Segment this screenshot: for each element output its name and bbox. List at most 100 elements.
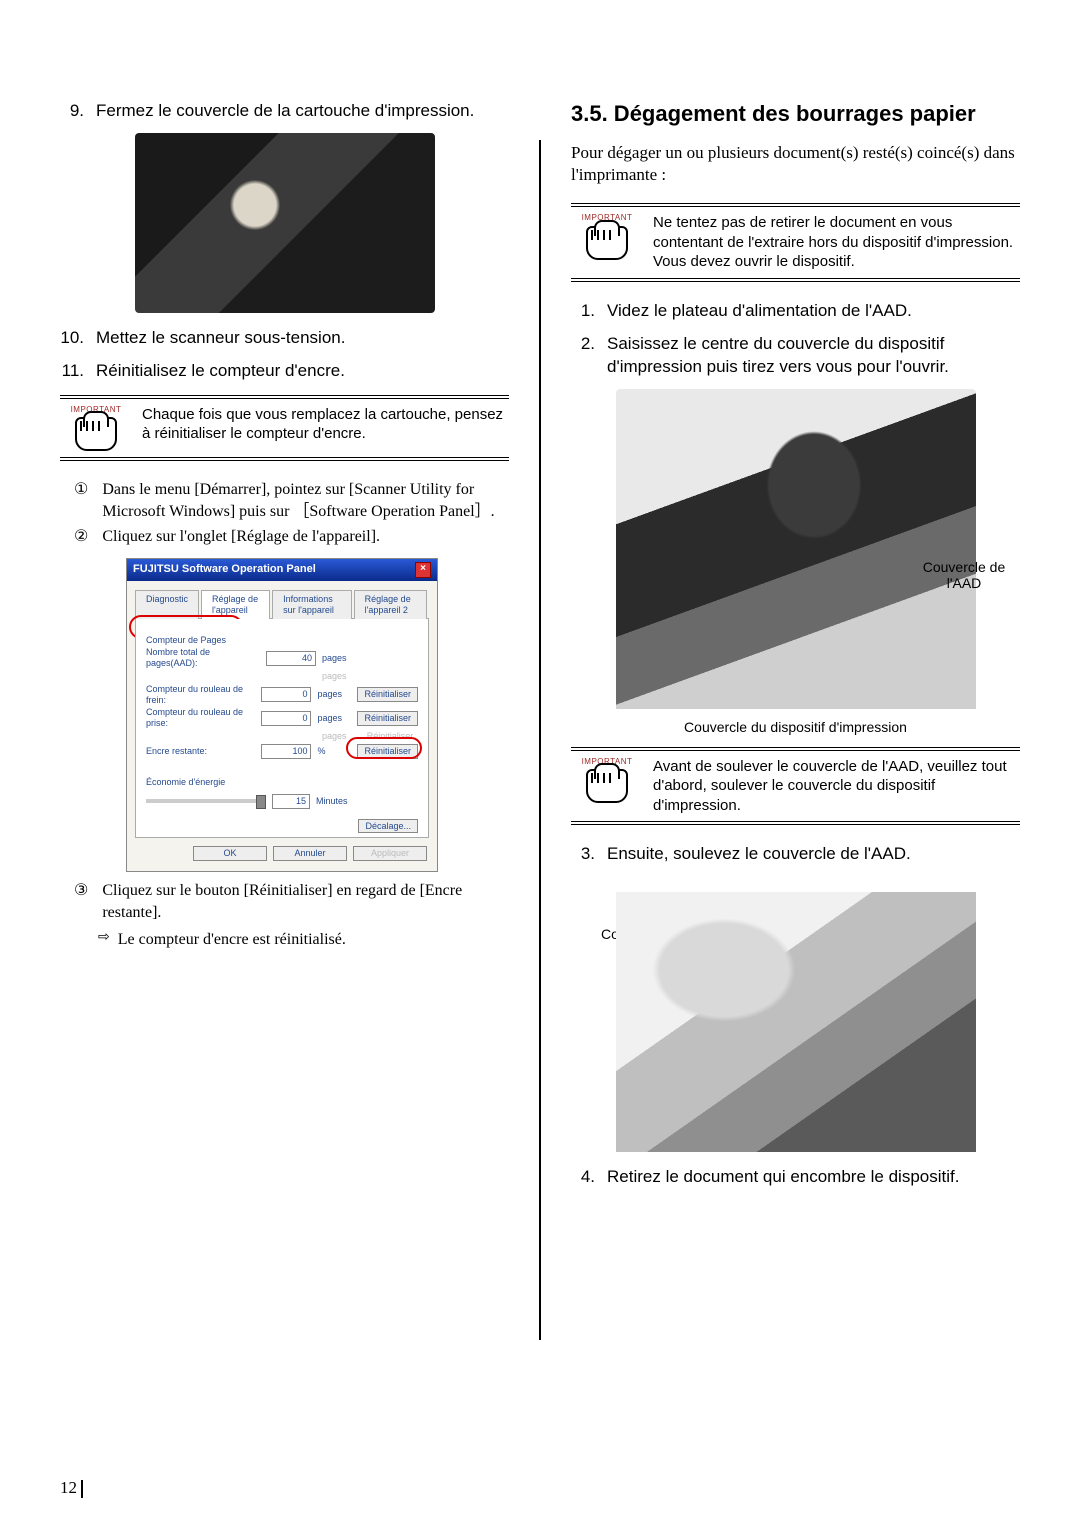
left-column: 9. Fermez le couvercle de la cartouche d… [60, 100, 509, 1340]
dialog-title-text: FUJITSU Software Operation Panel [133, 563, 316, 576]
right-step-2-text: Saisissez le centre du couvercle du disp… [607, 333, 1020, 379]
step-9-number: 9. [60, 100, 84, 123]
dialog-footer-buttons: OK Annuler Appliquer [127, 846, 437, 871]
substep-3: ③ Cliquez sur le bouton [Réinitialiser] … [74, 880, 509, 923]
hand-icon [75, 417, 117, 451]
row-brake-roller-label: Compteur du rouleau de frein: [146, 684, 255, 706]
dialog-titlebar: FUJITSU Software Operation Panel × [127, 559, 437, 581]
important-label-r1: IMPORTANT [571, 213, 643, 259]
important-note-left: IMPORTANT Chaque fois que vous remplacez… [60, 395, 509, 461]
dialog-software-operation-panel: FUJITSU Software Operation Panel × Diagn… [126, 558, 438, 872]
important-note-right-1: IMPORTANT Ne tentez pas de retirer le do… [571, 203, 1020, 282]
right-step-2-number: 2. [571, 333, 595, 379]
figure-3-wrap: Couvercle de l'AAD Couvercle du disposit… [571, 892, 1020, 1152]
photo-lift-aad [616, 892, 976, 1152]
important-text-r1: Ne tentez pas de retirer le document en … [653, 213, 1020, 272]
photo-close-cover [135, 133, 435, 313]
tab-info-appareil[interactable]: Informations sur l'appareil [272, 590, 351, 619]
right-step-4-text: Retirez le document qui encombre le disp… [607, 1166, 1020, 1189]
unit-percent: % [317, 746, 351, 757]
page-number-value: 12 [60, 1478, 77, 1497]
unit-pages-1: pages [322, 653, 356, 664]
row-total-pages-value: 40 [266, 651, 316, 666]
photo-open-imprinter [616, 389, 976, 709]
reset-button-ink[interactable]: Réinitialiser [357, 744, 418, 759]
columns: 9. Fermez le couvercle de la cartouche d… [60, 100, 1020, 1340]
cancel-button[interactable]: Annuler [273, 846, 347, 861]
dialog-tabs: Diagnostic Réglage de l'appareil Informa… [135, 589, 429, 619]
reset-button-1[interactable]: Réinitialiser [357, 687, 418, 702]
right-step-2: 2. Saisissez le centre du couvercle du d… [571, 333, 1020, 379]
substep-1-text: Dans le menu [Démarrer], pointez sur [Sc… [102, 479, 509, 522]
row-total-pages: Nombre total de pages(AAD): 40 pages [146, 647, 418, 669]
row-pick-roller-label: Compteur du rouleau de prise: [146, 707, 255, 729]
substeps-after-dialog: ③ Cliquez sur le bouton [Réinitialiser] … [74, 880, 509, 951]
tab-diagnostic[interactable]: Diagnostic [135, 590, 199, 619]
result-row: ⇨ Le compteur d'encre est réinitialisé. [98, 929, 509, 951]
row-pick-roller: Compteur du rouleau de prise: 0 pages Ré… [146, 707, 418, 729]
energy-value: 15 [272, 794, 310, 809]
caption-imprinter-cover: Couvercle du dispositif d'impression [571, 719, 1020, 735]
substep-1: ① Dans le menu [Démarrer], pointez sur [… [74, 479, 509, 522]
step-9-text: Fermez le couvercle de la cartouche d'im… [96, 100, 509, 123]
tab-reglage-appareil-2[interactable]: Réglage de l'appareil 2 [354, 590, 427, 619]
substep-2-text: Cliquez sur l'onglet [Réglage de l'appar… [102, 526, 380, 548]
apply-button[interactable]: Appliquer [353, 846, 427, 861]
step-11: 11. Réinitialisez le compteur d'encre. [60, 360, 509, 383]
right-step-1-number: 1. [571, 300, 595, 323]
hand-icon [586, 226, 628, 260]
row-pick-roller-value: 0 [261, 711, 311, 726]
reset-grey: Réinitialiser [362, 731, 418, 742]
important-label: IMPORTANT [60, 405, 132, 451]
row-blank-2: pages Réinitialiser [146, 731, 418, 742]
dialog-body: Compteur de Pages Nombre total de pages(… [135, 619, 429, 839]
row-brake-roller: Compteur du rouleau de frein: 0 pages Ré… [146, 684, 418, 706]
caption-aad-cover: Couvercle de l'AAD [904, 559, 1024, 591]
intro-paragraph: Pour dégager un ou plusieurs document(s)… [571, 142, 1020, 188]
unit-pages-grey-1: pages [322, 671, 356, 682]
result-arrow-icon: ⇨ [98, 929, 110, 951]
row-ink-remaining-value: 100 [261, 744, 311, 759]
row-total-pages-label: Nombre total de pages(AAD): [146, 647, 260, 669]
right-step-3-text: Ensuite, soulevez le couvercle de l'AAD. [607, 843, 1020, 866]
right-column: 3.5. Dégagement des bourrages papier Pou… [571, 100, 1020, 1340]
substep-3-mark: ③ [74, 880, 88, 923]
step-10-text: Mettez le scanneur sous-tension. [96, 327, 509, 350]
section-counters-label: Compteur de Pages [146, 635, 418, 646]
energy-unit: Minutes [316, 796, 348, 807]
right-step-1-text: Videz le plateau d'alimentation de l'AAD… [607, 300, 1020, 323]
section-heading: 3.5. Dégagement des bourrages papier [571, 100, 1020, 128]
step-10-number: 10. [60, 327, 84, 350]
right-step-4: 4. Retirez le document qui encombre le d… [571, 1166, 1020, 1189]
row-ink-remaining: Encre restante: 100 % Réinitialiser [146, 744, 418, 759]
step-9: 9. Fermez le couvercle de la cartouche d… [60, 100, 509, 123]
substep-3-text: Cliquez sur le bouton [Réinitialiser] en… [102, 880, 509, 923]
important-text-r2: Avant de soulever le couvercle de l'AAD,… [653, 757, 1020, 816]
row-energy: 15 Minutes [146, 789, 418, 813]
ok-button[interactable]: OK [193, 846, 267, 861]
substep-2: ② Cliquez sur l'onglet [Réglage de l'app… [74, 526, 509, 548]
column-divider [539, 140, 541, 1340]
unit-pages-grey-2: pages [322, 731, 356, 742]
row-brake-roller-value: 0 [261, 687, 311, 702]
important-note-right-2: IMPORTANT Avant de soulever le couvercle… [571, 747, 1020, 826]
important-label-r2: IMPORTANT [571, 757, 643, 803]
hand-icon [586, 769, 628, 803]
page-number: 12 [60, 1478, 89, 1498]
figure-2-wrap: Couvercle de l'AAD Couvercle du disposit… [571, 389, 1020, 735]
right-step-1: 1. Videz le plateau d'alimentation de l'… [571, 300, 1020, 323]
substep-1-mark: ① [74, 479, 88, 522]
right-step-3: 3. Ensuite, soulevez le couvercle de l'A… [571, 843, 1020, 866]
step-11-text: Réinitialisez le compteur d'encre. [96, 360, 509, 383]
offset-button[interactable]: Décalage... [358, 819, 418, 833]
close-icon[interactable]: × [415, 562, 431, 578]
row-ink-remaining-label: Encre restante: [146, 746, 255, 757]
section-energy-label: Économie d'énergie [146, 777, 418, 788]
row-blank-1: pages [146, 671, 418, 682]
substeps: ① Dans le menu [Démarrer], pointez sur [… [74, 479, 509, 548]
unit-pages-3: pages [317, 713, 351, 724]
result-text: Le compteur d'encre est réinitialisé. [118, 929, 346, 951]
reset-button-2[interactable]: Réinitialiser [357, 711, 418, 726]
tab-reglage-appareil[interactable]: Réglage de l'appareil [201, 590, 270, 619]
energy-slider[interactable] [146, 799, 266, 803]
